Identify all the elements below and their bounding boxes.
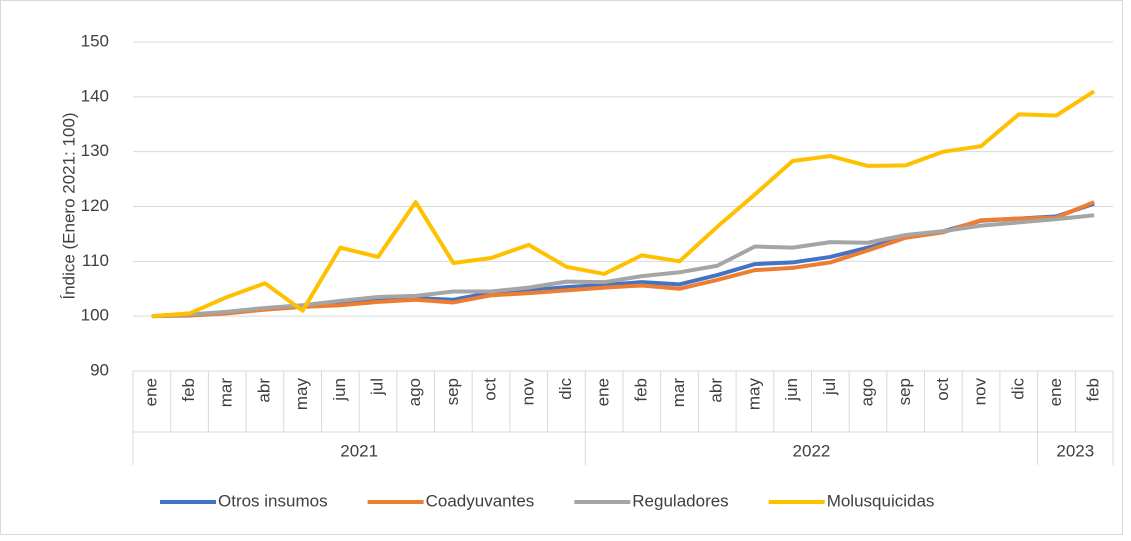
x-tick-label: sep <box>443 378 462 405</box>
x-tick-label: ago <box>405 378 424 406</box>
series-line <box>151 89 1096 319</box>
x-tick-label: dic <box>556 378 575 400</box>
x-tick-label: may <box>292 378 311 411</box>
x-tick-label: feb <box>1084 378 1103 402</box>
x-tick-label: jun <box>330 378 349 402</box>
x-tick-label: oct <box>933 378 952 401</box>
y-axis-label: Índice (Enero 2021: 100) <box>59 112 78 299</box>
y-tick-label: 110 <box>82 251 109 270</box>
x-tick-label: abr <box>254 378 273 403</box>
x-tick-label: abr <box>707 378 726 403</box>
x-tick-label: jun <box>782 378 801 402</box>
series-line <box>151 201 1095 319</box>
group-label: 2023 <box>1056 441 1094 460</box>
x-tick-label: ene <box>1046 378 1065 406</box>
x-tick-label: mar <box>217 378 236 408</box>
y-tick-label: 130 <box>81 141 109 160</box>
x-tick-label: feb <box>179 378 198 402</box>
x-tick-label: ene <box>141 378 160 406</box>
legend-label: Reguladores <box>632 491 728 510</box>
x-tick-label: dic <box>1008 378 1027 400</box>
legend-label: Molusquicidas <box>827 491 935 510</box>
series-line <box>151 200 1095 319</box>
x-tick-label: jul <box>820 378 839 396</box>
y-tick-label: 120 <box>81 196 109 215</box>
group-label: 2021 <box>340 441 378 460</box>
x-tick-label: feb <box>631 378 650 402</box>
x-tick-label: nov <box>518 378 537 406</box>
series-line <box>151 213 1095 319</box>
x-tick-label: ago <box>857 378 876 406</box>
legend-label: Otros insumos <box>218 491 328 510</box>
y-tick-label: 100 <box>81 306 109 325</box>
x-tick-label: sep <box>895 378 914 405</box>
x-tick-label: ene <box>594 378 613 406</box>
y-tick-label: 150 <box>81 31 109 50</box>
y-tick-label: 90 <box>90 360 109 379</box>
x-tick-label: nov <box>971 378 990 406</box>
y-tick-label: 140 <box>81 86 109 105</box>
legend-label: Coadyuvantes <box>426 491 535 510</box>
group-label: 2022 <box>793 441 831 460</box>
x-tick-label: jul <box>367 378 386 396</box>
x-tick-label: oct <box>481 378 500 401</box>
x-tick-label: mar <box>669 378 688 408</box>
x-tick-label: may <box>744 378 763 411</box>
